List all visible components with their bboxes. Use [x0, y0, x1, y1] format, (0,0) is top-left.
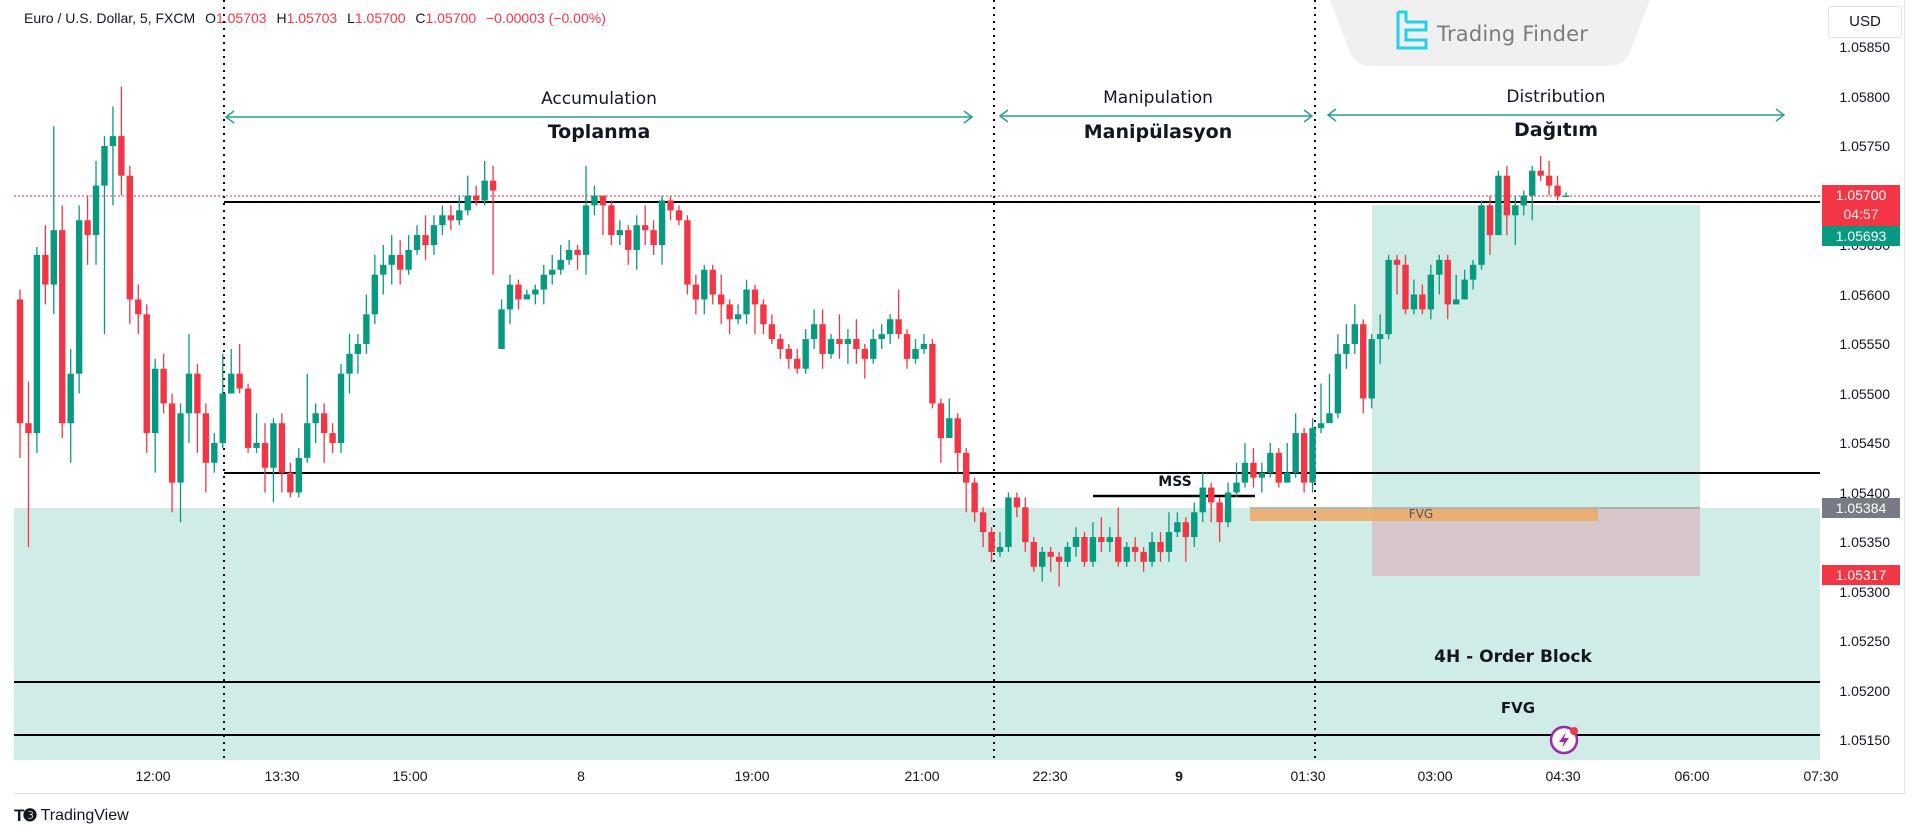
price-label: 1.05500	[1839, 385, 1890, 402]
time-label: 15:00	[392, 768, 428, 784]
tradingview-logo-icon: T❸	[14, 806, 38, 825]
toplanma-label: Toplanma	[547, 121, 651, 143]
box-low-tag: 1.05317	[1822, 565, 1900, 585]
time-label: 01:30	[1290, 768, 1326, 784]
price-label: 1.05600	[1839, 286, 1890, 303]
fvg-band	[1250, 509, 1598, 521]
low-value: 1.05700	[354, 10, 406, 26]
symbol-title[interactable]: Euro / U.S. Dollar, 5, FXCM	[24, 10, 196, 26]
distribution-arrow	[1326, 108, 1786, 122]
manipulasyon-label: Manipülasyon	[1083, 121, 1233, 143]
tradingview-logo[interactable]: T❸ TradingView	[14, 806, 129, 825]
price-axis[interactable]: 1.058501.058001.057501.056501.056001.055…	[1820, 0, 1904, 793]
time-label: 13:30	[264, 768, 300, 784]
price-label: 1.05200	[1839, 682, 1890, 699]
watermark-text: Trading Finder	[1437, 22, 1589, 46]
candlestick-series	[16, 86, 1570, 587]
price-label: 1.05350	[1839, 534, 1890, 550]
mss-label: MSS	[1158, 474, 1192, 490]
time-label: 03:00	[1417, 768, 1453, 784]
price-label: 1.05250	[1839, 633, 1890, 649]
price-label: 1.05150	[1839, 732, 1890, 748]
time-label: 8	[577, 768, 585, 784]
order-block-label: 4H - Order Block	[1434, 647, 1592, 667]
manipulation-arrow	[998, 109, 1314, 123]
watermark-badge	[1330, 0, 1650, 66]
fvg-small-label: FVG	[1408, 507, 1434, 521]
accumulation-label: Accumulation	[541, 89, 657, 109]
fvg-zone-label: FVG	[1500, 699, 1536, 717]
time-label: 19:00	[734, 768, 770, 784]
flash-alert-icon[interactable]	[1549, 725, 1579, 755]
price-label: 1.05800	[1839, 88, 1890, 105]
distribution-box	[1372, 205, 1700, 508]
distribution-label: Distribution	[1506, 87, 1606, 107]
time-label: 06:00	[1674, 768, 1710, 784]
price-label: 1.05550	[1839, 336, 1890, 352]
trading-finder-logo-icon	[1396, 10, 1428, 50]
time-label: 12:00	[135, 768, 171, 784]
currency-button[interactable]: USD	[1828, 6, 1902, 38]
time-label: 04:30	[1545, 768, 1581, 784]
price-label: 1.05750	[1839, 138, 1890, 154]
open-value: 1.05703	[215, 10, 267, 26]
time-axis[interactable]: 12:00 13:30 15:00 8 19:00 21:00 22:30 9 01:30 03:…	[14, 762, 1838, 792]
last-price-tag: 1.05700 04:57	[1822, 185, 1900, 226]
change-value: −0.00003 (−0.00%)	[486, 10, 606, 26]
countdown: 04:57	[1843, 206, 1879, 222]
chart-frame	[14, 0, 1905, 794]
range-high-tag: 1.05693	[1822, 226, 1900, 246]
fvg-top-tag: 1.05384	[1822, 498, 1900, 518]
high-value: 1.05703	[286, 10, 338, 26]
accumulation-arrow	[224, 110, 974, 124]
price-label: 1.05850	[1839, 39, 1890, 55]
dagitim-label: Dağıtım	[1513, 119, 1599, 141]
close-value: 1.05700	[425, 10, 477, 26]
price-label: 1.05450	[1839, 435, 1890, 451]
price-label: 1.05300	[1839, 583, 1890, 600]
time-label: 9	[1175, 768, 1183, 784]
chart-canvas[interactable]	[0, 0, 1920, 800]
time-label: 22:30	[1032, 768, 1068, 784]
symbol-legend[interactable]: Euro / U.S. Dollar, 5, FXCM O1.05703 H1.…	[24, 10, 606, 26]
time-label: 07:30	[1803, 768, 1839, 784]
time-label: 21:00	[904, 768, 940, 784]
price-label: 1.05400	[1839, 484, 1890, 501]
manipulation-label: Manipulation	[1103, 88, 1213, 108]
